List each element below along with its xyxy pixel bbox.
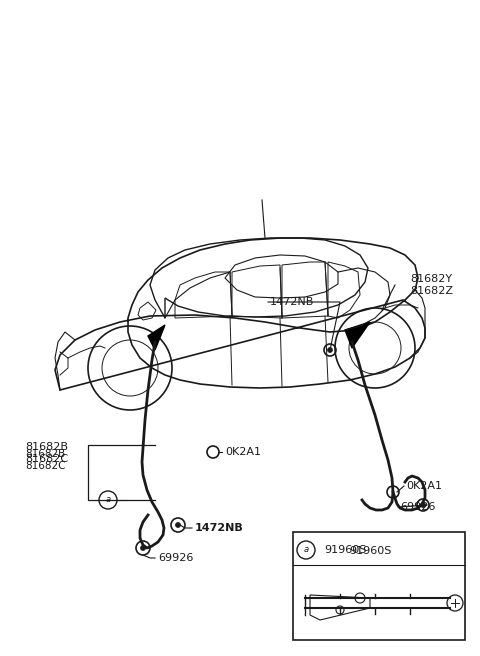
Text: a: a bbox=[106, 495, 110, 504]
Text: 81682B
81682C: 81682B 81682C bbox=[25, 449, 65, 471]
Text: 0K2A1: 0K2A1 bbox=[225, 447, 261, 457]
Text: 91960S: 91960S bbox=[324, 545, 366, 555]
Text: 0K2A1: 0K2A1 bbox=[406, 481, 442, 491]
Text: 1472NB: 1472NB bbox=[195, 523, 244, 533]
Text: 81682B
81682C: 81682B 81682C bbox=[25, 441, 68, 464]
Text: 91960S: 91960S bbox=[349, 546, 391, 556]
Text: 69926: 69926 bbox=[400, 502, 435, 512]
Circle shape bbox=[141, 546, 145, 550]
Text: 69926: 69926 bbox=[158, 553, 193, 563]
Circle shape bbox=[420, 502, 425, 508]
Polygon shape bbox=[148, 325, 165, 350]
Circle shape bbox=[176, 522, 180, 527]
Circle shape bbox=[99, 491, 117, 509]
Bar bbox=[293, 532, 465, 640]
Text: 1472NB: 1472NB bbox=[270, 297, 314, 307]
Circle shape bbox=[297, 541, 315, 559]
Circle shape bbox=[327, 348, 333, 352]
Text: 81682Y
81682Z: 81682Y 81682Z bbox=[410, 274, 453, 297]
Polygon shape bbox=[345, 322, 370, 348]
Text: a: a bbox=[303, 546, 309, 554]
